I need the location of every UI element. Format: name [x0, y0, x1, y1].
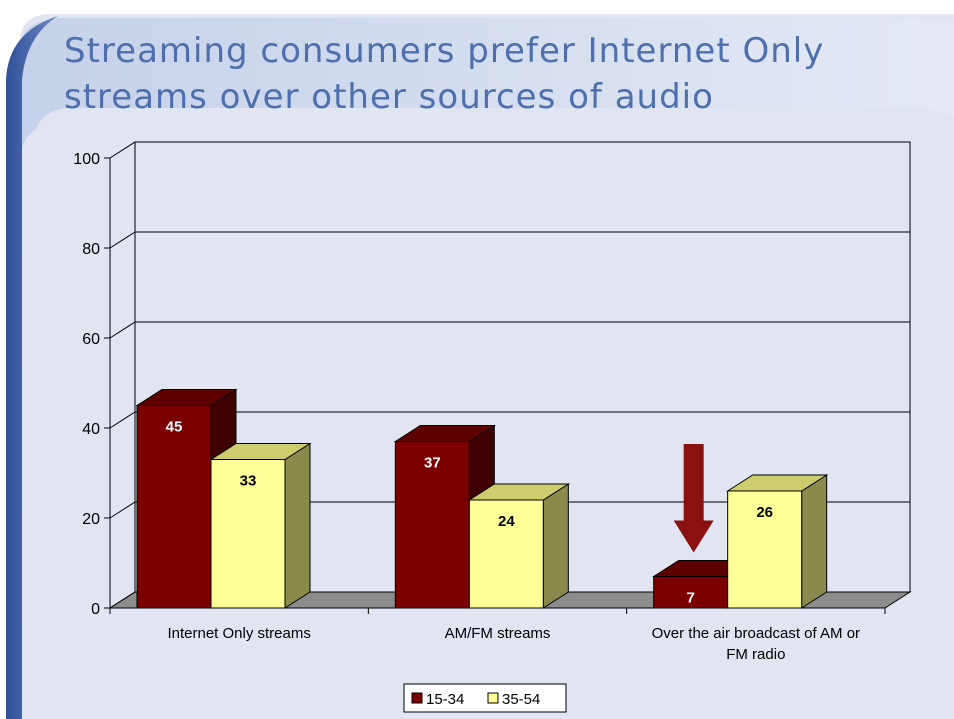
bar-35-54: [209, 442, 312, 609]
bar-front-face: [468, 499, 544, 609]
data-label: 45: [166, 419, 183, 436]
bar-35-54: [725, 474, 829, 609]
bar-35-54: [467, 483, 571, 609]
left-accent-band: [6, 16, 58, 719]
bar-front-face: [210, 459, 286, 609]
y-tick-label: 0: [91, 601, 100, 618]
data-label: 7: [686, 590, 694, 607]
legend: 15-34 35-54: [403, 683, 567, 713]
data-label: 24: [498, 513, 515, 530]
y-tick-label: 20: [82, 511, 100, 528]
bar-side-face: [801, 474, 828, 609]
y-tick-label: 100: [73, 151, 100, 168]
bar-front-face: [727, 490, 803, 609]
bar-side-face: [284, 442, 311, 609]
legend-swatch: [411, 692, 423, 704]
side-gridline: [109, 231, 136, 249]
x-tick-label: AM/FM streams: [445, 625, 551, 642]
data-label: 26: [756, 504, 773, 521]
x-tick-label: Internet Only streams: [167, 625, 310, 642]
legend-label: 15-34: [426, 691, 464, 708]
data-label: 37: [424, 455, 441, 472]
side-gridline: [109, 321, 136, 339]
side-gridline: [109, 141, 136, 159]
data-label: 33: [240, 473, 257, 490]
y-tick-label: 40: [82, 421, 100, 438]
legend-label: 35-54: [502, 691, 540, 708]
bar-side-face: [542, 483, 569, 609]
down-arrow-icon: [673, 444, 714, 553]
x-tick-label: Over the air broadcast of AM or FM radio: [652, 625, 860, 663]
bar-front-face: [653, 576, 729, 609]
side-gridline: [109, 411, 136, 429]
title-band: [20, 18, 954, 719]
y-tick-label: 60: [82, 331, 100, 348]
legend-swatch: [487, 692, 499, 704]
legend-box: [403, 683, 567, 713]
bar-front-face: [136, 405, 212, 609]
slide-title: Streaming consumers prefer Internet Only…: [64, 31, 825, 117]
side-gridline: [109, 501, 136, 519]
y-tick-label: 80: [82, 241, 100, 258]
